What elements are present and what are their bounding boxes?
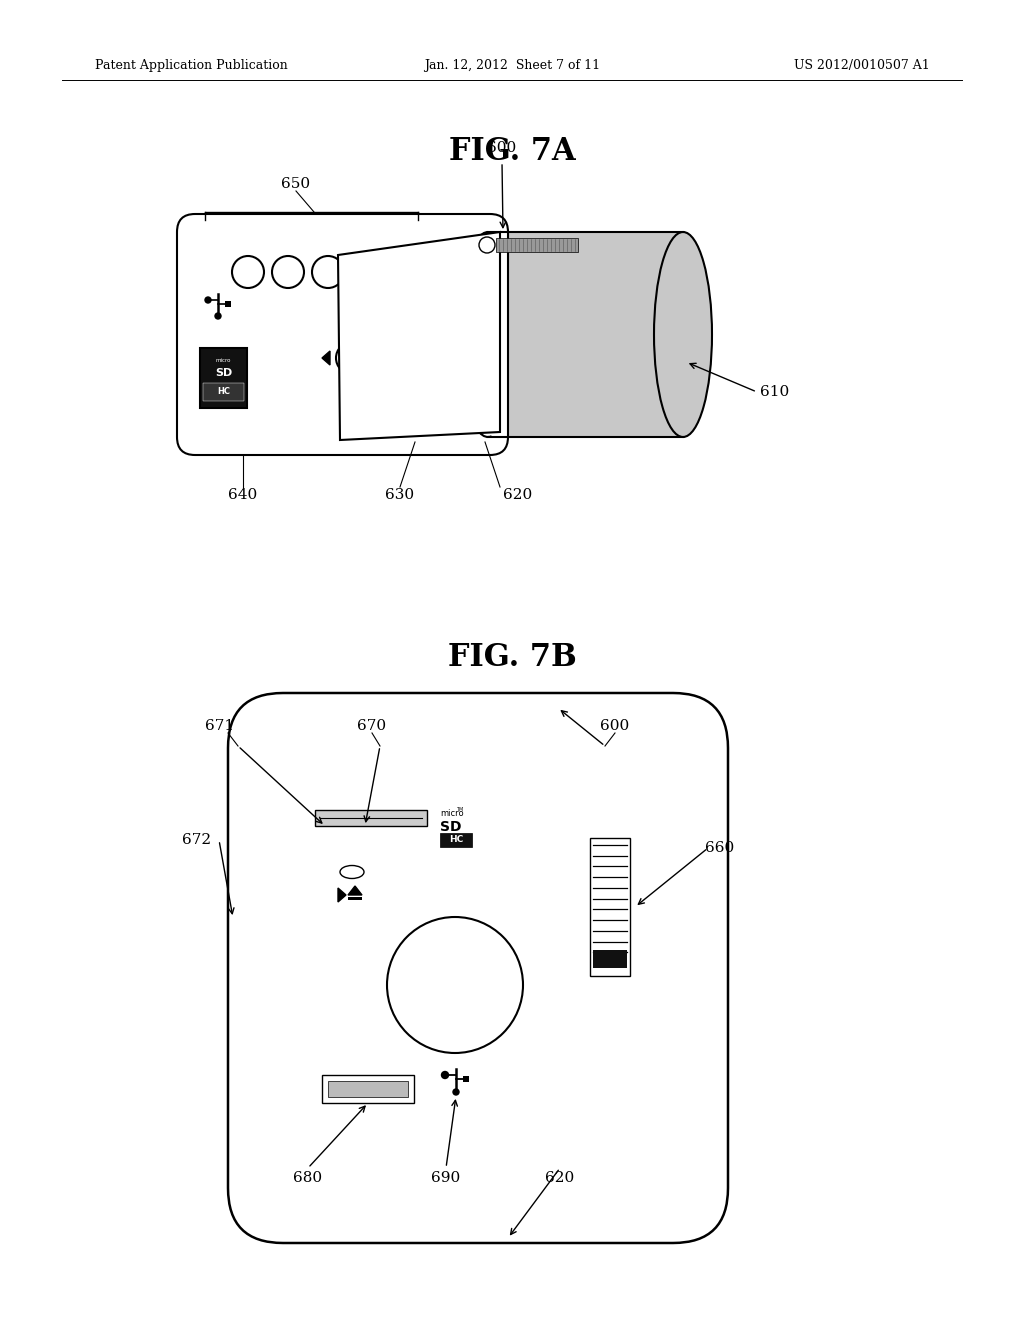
FancyBboxPatch shape: [228, 693, 728, 1243]
Text: 610: 610: [760, 385, 790, 399]
Bar: [322, 1074, 414, 1104]
Polygon shape: [338, 888, 346, 902]
Bar: [590, 838, 630, 975]
Ellipse shape: [654, 232, 712, 437]
Polygon shape: [338, 232, 500, 440]
Circle shape: [387, 917, 523, 1053]
Text: 672: 672: [182, 833, 212, 847]
Circle shape: [336, 342, 368, 374]
Bar: [463, 1076, 469, 1082]
Text: 690: 690: [431, 1171, 461, 1185]
Bar: [315, 810, 427, 826]
Bar: [440, 833, 472, 847]
Text: SD: SD: [215, 368, 232, 378]
Polygon shape: [374, 351, 382, 366]
Polygon shape: [345, 380, 359, 388]
Text: FIG. 7A: FIG. 7A: [449, 136, 575, 168]
Circle shape: [232, 256, 264, 288]
Text: 600: 600: [600, 719, 630, 733]
Text: 680: 680: [294, 1171, 323, 1185]
Bar: [496, 238, 578, 252]
Text: 670: 670: [357, 719, 387, 733]
Circle shape: [312, 256, 344, 288]
Polygon shape: [345, 327, 359, 337]
Text: US 2012/0010507 A1: US 2012/0010507 A1: [795, 59, 930, 73]
Ellipse shape: [340, 866, 364, 879]
Text: 671: 671: [206, 719, 234, 733]
Text: 620: 620: [503, 488, 532, 502]
Bar: [203, 383, 244, 401]
Text: 660: 660: [706, 841, 734, 855]
Circle shape: [205, 297, 211, 304]
FancyBboxPatch shape: [177, 214, 508, 455]
Bar: [200, 348, 247, 408]
Circle shape: [453, 1089, 459, 1096]
Bar: [488, 232, 683, 437]
Text: 640: 640: [228, 488, 258, 502]
Bar: [593, 950, 627, 968]
Polygon shape: [348, 886, 362, 895]
Text: SD: SD: [440, 820, 462, 834]
Text: HC: HC: [217, 388, 230, 396]
Text: micro: micro: [216, 358, 231, 363]
Text: Jan. 12, 2012  Sheet 7 of 11: Jan. 12, 2012 Sheet 7 of 11: [424, 59, 600, 73]
Bar: [225, 301, 231, 308]
Circle shape: [272, 256, 304, 288]
Text: TM: TM: [456, 807, 463, 812]
Circle shape: [215, 313, 221, 319]
Text: 620: 620: [546, 1171, 574, 1185]
Text: FIG. 7B: FIG. 7B: [447, 643, 577, 673]
Circle shape: [441, 1072, 449, 1078]
Polygon shape: [322, 351, 330, 366]
Bar: [348, 898, 362, 900]
Text: 650: 650: [282, 177, 310, 191]
Text: 630: 630: [385, 488, 415, 502]
Text: micro: micro: [440, 809, 464, 818]
Circle shape: [479, 238, 495, 253]
Text: 600: 600: [487, 141, 517, 154]
Text: HC: HC: [449, 836, 463, 845]
Text: Patent Application Publication: Patent Application Publication: [95, 59, 288, 73]
Bar: [328, 1081, 408, 1097]
